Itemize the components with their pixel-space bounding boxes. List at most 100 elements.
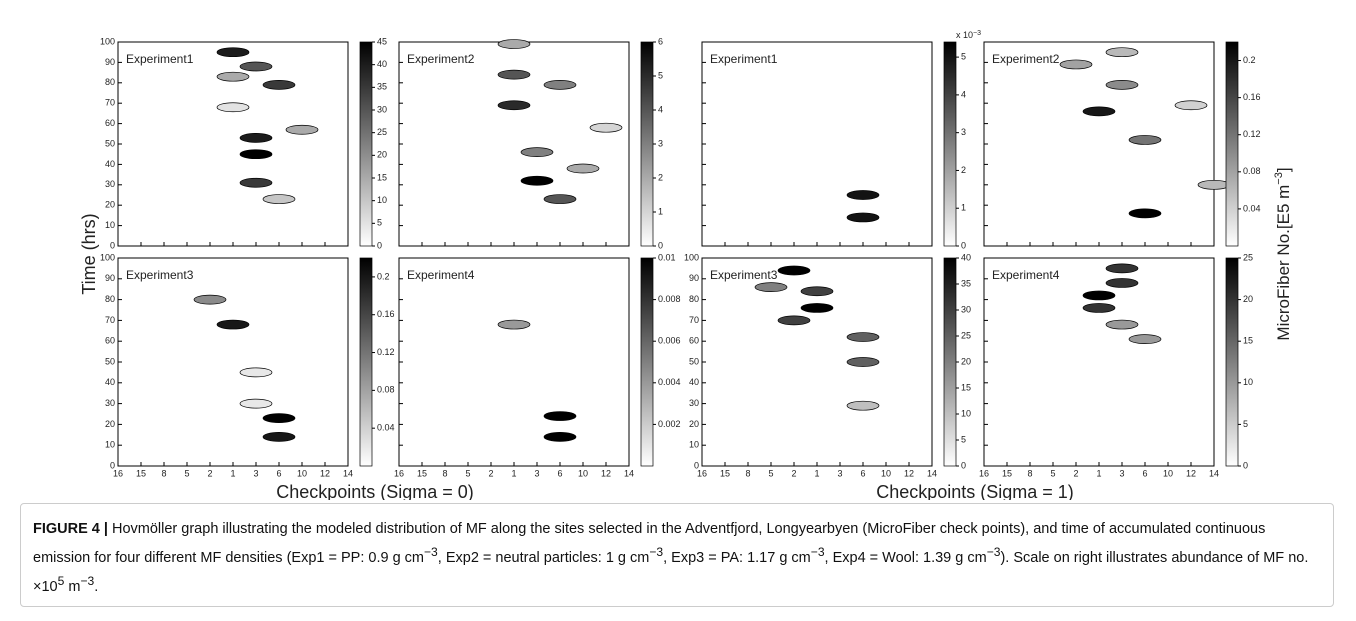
colorbar-tick-label: 2 <box>658 172 663 182</box>
x-tick-label: 5 <box>184 468 189 478</box>
panel-title: Experiment2 <box>407 52 475 66</box>
contour-blob <box>1105 278 1139 288</box>
contour-blob <box>543 194 577 204</box>
x-tick-label: 1 <box>814 468 819 478</box>
caption-segment: . <box>94 578 99 595</box>
contour-blob <box>1059 59 1093 70</box>
plot-frame <box>398 257 630 467</box>
x-tick-label: 10 <box>881 468 891 478</box>
x-tick-label: 6 <box>1142 468 1147 478</box>
contour-blob <box>1174 100 1208 111</box>
colorbar-tick-label: 0.12 <box>1243 129 1261 139</box>
colorbar-tick-label: 3 <box>961 127 966 137</box>
colorbar-label-exp: −3 <box>1273 172 1285 185</box>
contour-blob <box>285 124 319 135</box>
y-tick-label: 50 <box>689 356 699 366</box>
x-tick-label: 10 <box>297 468 307 478</box>
colorbar-tick-label: 5 <box>1243 419 1248 429</box>
colorbar-tick-label: 0.006 <box>658 336 681 346</box>
plot-frame <box>983 41 1215 247</box>
caption-segment: , Exp4 = Wool: 1.39 g cm <box>824 549 987 566</box>
colorbar-tick-label: 5 <box>658 70 663 80</box>
contour-blob <box>589 122 623 133</box>
y-tick-label: 40 <box>105 159 115 169</box>
colorbar-tick-label: 4 <box>961 89 966 99</box>
panel-title: Experiment4 <box>992 268 1060 282</box>
colorbar-note-exp: −3 <box>973 30 981 37</box>
colorbar-tick-label: 0.04 <box>377 423 395 433</box>
colorbar-tick-label: 0.002 <box>658 419 681 429</box>
colorbar <box>1225 257 1239 467</box>
y-tick-label: 90 <box>105 273 115 283</box>
colorbar-tick-label: 35 <box>961 278 971 288</box>
y-tick-label: 100 <box>100 252 115 262</box>
colorbar-tick-label: 0.2 <box>377 271 390 281</box>
caption-segment: , Exp3 = PA: 1.17 g cm <box>663 549 811 566</box>
y-tick-label: 10 <box>105 440 115 450</box>
colorbar-tick-label: 0 <box>961 460 966 470</box>
plot-frame <box>117 257 349 467</box>
y-tick-label: 30 <box>689 398 699 408</box>
x-tick-label: 3 <box>253 468 258 478</box>
x-tick-label: 2 <box>791 468 796 478</box>
contour-blob <box>239 177 273 188</box>
caption-label: FIGURE 4 | <box>33 521 108 537</box>
colorbar-tick-label: 25 <box>1243 252 1253 262</box>
contour-blob <box>1105 47 1139 58</box>
contour-blob <box>193 294 227 305</box>
x-tick-label: 14 <box>1209 468 1219 478</box>
contour-blob <box>800 303 834 313</box>
colorbar-tick-label: 30 <box>377 104 387 114</box>
colorbar-tick-label: 0.08 <box>1243 166 1261 176</box>
y-tick-label: 70 <box>105 315 115 325</box>
x-tick-label: 15 <box>1002 468 1012 478</box>
contour-blob <box>497 100 531 111</box>
contour-blob <box>239 367 273 378</box>
x-tick-label: 12 <box>601 468 611 478</box>
panel-title: Experiment3 <box>126 268 194 282</box>
contour-blob <box>846 400 880 411</box>
x-tick-label: 3 <box>837 468 842 478</box>
caption-superscript: −3 <box>80 573 95 588</box>
y-tick-label: 60 <box>105 336 115 346</box>
caption-superscript: −3 <box>649 545 664 559</box>
y-tick-label: 100 <box>684 252 699 262</box>
colorbar-tick-label: 10 <box>1243 377 1253 387</box>
x-tick-label: 12 <box>1186 468 1196 478</box>
x-tick-label: 10 <box>578 468 588 478</box>
y-tick-label: 60 <box>105 118 115 128</box>
x-tick-label: 3 <box>534 468 539 478</box>
caption-segment: m <box>64 578 81 595</box>
contour-blob <box>497 69 531 80</box>
contour-blob <box>1082 303 1116 313</box>
y-tick-label: 90 <box>105 57 115 67</box>
colorbar-tick-label: 0.004 <box>658 377 681 387</box>
plot-frame <box>983 257 1215 467</box>
contour-blob <box>1197 179 1231 190</box>
colorbar-tick-label: 0.16 <box>1243 92 1261 102</box>
contour-blob <box>1105 319 1139 330</box>
caption-superscript: −3 <box>810 545 825 559</box>
contour-blob <box>216 319 250 330</box>
y-tick-label: 0 <box>694 460 699 470</box>
x-axis-label: Checkpoints (Sigma = 1) <box>876 482 1074 500</box>
x-tick-label: 2 <box>1073 468 1078 478</box>
contour-blob <box>239 61 273 72</box>
x-tick-label: 1 <box>1096 468 1101 478</box>
panel-title: Experiment1 <box>710 52 778 66</box>
colorbar-tick-label: 20 <box>377 150 387 160</box>
contour-blob <box>754 282 788 292</box>
y-tick-label: 70 <box>105 98 115 108</box>
contour-blob <box>520 147 554 158</box>
colorbar <box>359 41 373 247</box>
contour-blob <box>239 398 273 409</box>
colorbar-tick-label: 25 <box>961 330 971 340</box>
x-tick-label: 15 <box>720 468 730 478</box>
colorbar-tick-label: 35 <box>377 82 387 92</box>
colorbar-tick-label: 15 <box>377 172 387 182</box>
contour-blob <box>846 212 880 223</box>
y-tick-label: 0 <box>110 460 115 470</box>
contour-blob <box>543 79 577 90</box>
colorbar-note: x 10−3 <box>956 30 981 41</box>
